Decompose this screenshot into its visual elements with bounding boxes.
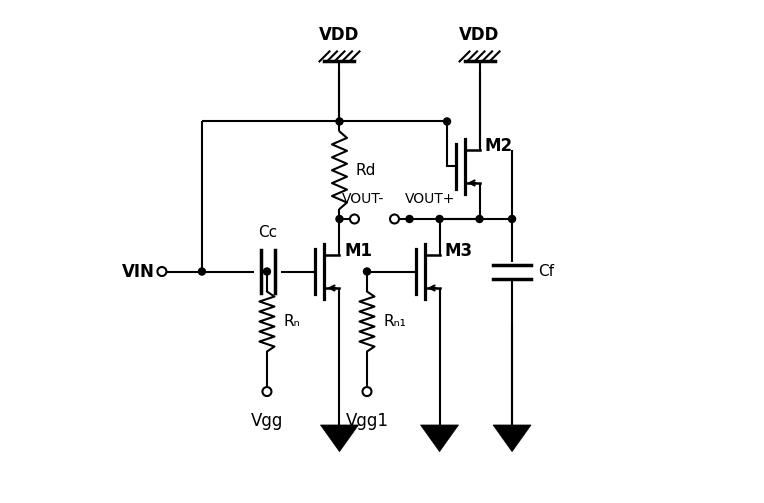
Text: M1: M1 (345, 242, 373, 261)
Circle shape (264, 268, 270, 275)
Text: VDD: VDD (319, 26, 360, 44)
Polygon shape (420, 425, 458, 452)
Circle shape (364, 268, 371, 275)
Polygon shape (320, 425, 358, 452)
Circle shape (336, 118, 343, 125)
Text: Cf: Cf (539, 264, 555, 279)
Circle shape (406, 215, 413, 222)
Text: M2: M2 (484, 137, 513, 155)
Circle shape (199, 268, 206, 275)
Circle shape (476, 215, 483, 222)
Text: Rₙ₁: Rₙ₁ (384, 314, 406, 329)
Text: VOUT+: VOUT+ (404, 193, 455, 206)
Text: Vgg1: Vgg1 (345, 411, 388, 430)
Polygon shape (493, 425, 531, 452)
Text: Vgg: Vgg (251, 411, 283, 430)
Circle shape (509, 215, 516, 222)
Text: Rₙ: Rₙ (283, 314, 300, 329)
Circle shape (444, 118, 451, 125)
Text: VDD: VDD (459, 26, 500, 44)
Text: Cc: Cc (258, 225, 277, 240)
Text: VOUT-: VOUT- (342, 193, 384, 206)
Text: M3: M3 (445, 242, 473, 261)
Text: Rd: Rd (356, 162, 377, 178)
Circle shape (336, 215, 343, 222)
Text: VIN: VIN (121, 263, 154, 281)
Circle shape (436, 215, 443, 222)
